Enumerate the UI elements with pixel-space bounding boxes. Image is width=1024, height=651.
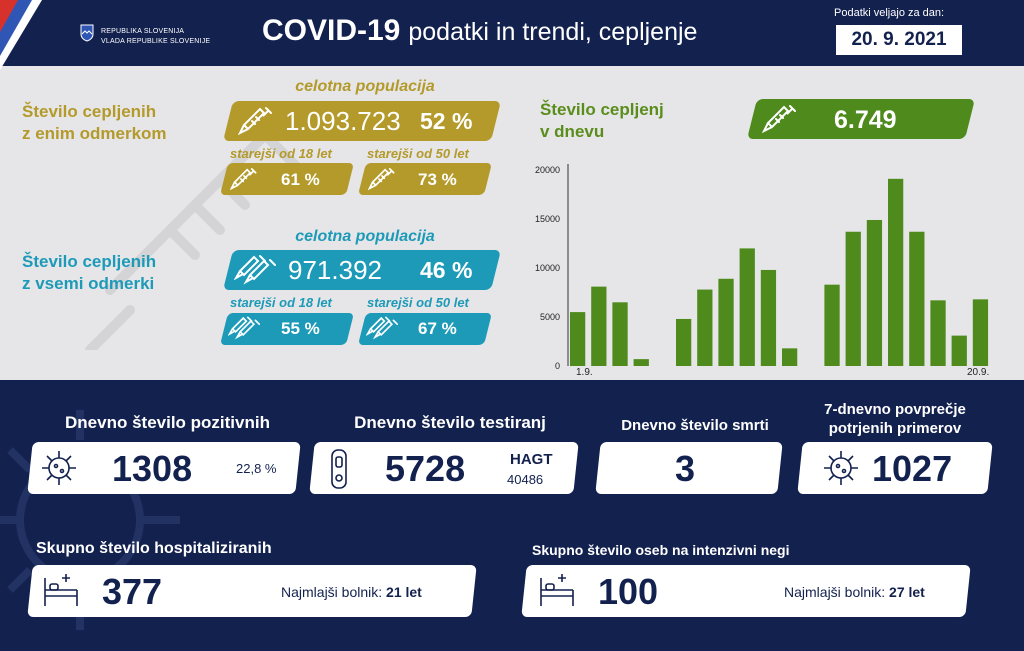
avg-value: 1027 [872, 448, 953, 489]
title-bold: COVID-19 [262, 14, 401, 47]
chart-bar [972, 299, 989, 366]
tests-hagt-label: HAGT [510, 451, 553, 468]
one-dose-age18-label: starejši od 18 let [230, 146, 332, 161]
test-kit-icon [328, 448, 350, 495]
hosp-title: Skupno število hospitaliziranih [36, 540, 272, 557]
one-dose-population-label: celotna populacija [295, 78, 435, 95]
chart-bar [845, 231, 861, 366]
one-dose-age50-label: starejši od 50 let [367, 146, 469, 161]
gov-name-line2: VLADA REPUBLIKE SLOVENIJE [101, 38, 211, 45]
one-dose-total-percent: 52 % [420, 108, 473, 134]
all-doses-age50-label: starejši od 50 let [367, 295, 469, 310]
y-tick-label: 10000 [535, 263, 560, 273]
tests-value: 5728 [385, 448, 466, 489]
chart-bar [909, 231, 925, 366]
syringe-icon [237, 104, 274, 143]
title-rest: podatki in trendi, cepljenje [408, 18, 698, 46]
chart-bar [633, 359, 649, 366]
deaths-value: 3 [675, 448, 696, 489]
page-title: COVID-19 podatki in trendi, cepljenje [262, 14, 697, 48]
y-tick-label: 15000 [535, 214, 560, 224]
chart-bar [676, 318, 692, 366]
all-doses-total-value: 971.392 [288, 255, 382, 285]
date-label: Podatki veljajo za dan: [834, 7, 945, 19]
chart-bar [930, 300, 946, 366]
daily-vaccinations-chart: 0 5000 10000 15000 20000 1.9. 20.9. [535, 164, 989, 378]
double-syringe-icon [227, 314, 261, 347]
daily-value: 6.749 [834, 106, 897, 134]
chart-bar [591, 286, 607, 366]
all-doses-total-percent: 46 % [420, 257, 473, 283]
x-tick-last: 20.9. [967, 367, 989, 378]
chart-bar [951, 335, 967, 366]
y-tick-label: 20000 [535, 165, 560, 175]
one-dose-label-line1: Število cepljenih [22, 102, 157, 121]
all-doses-label-line1: Število cepljenih [22, 252, 157, 271]
icu-title: Skupno število oseb na intenzivni negi [532, 542, 790, 558]
virus-icon [822, 449, 860, 492]
chart-bar [718, 278, 734, 366]
daily-label-line2: v dnevu [540, 122, 605, 141]
virus-icon [40, 449, 78, 492]
hosp-youngest-label: Najmlajši bolnik: [281, 584, 383, 600]
hospital-bed-icon [42, 572, 80, 613]
one-dose-total-value: 1.093.723 [285, 106, 401, 136]
all-doses-age18-label: starejši od 18 let [230, 295, 332, 310]
syringe-icon [229, 165, 258, 198]
icu-youngest-label: Najmlajši bolnik: [784, 584, 886, 600]
positive-title: Dnevno število pozitivnih [65, 413, 270, 432]
chart-bar [824, 284, 840, 366]
positive-percent: 22,8 % [236, 461, 277, 476]
all-doses-label-line2: z vsemi odmerki [22, 274, 155, 293]
one-dose-label-line2: z enim odmerkom [22, 124, 167, 143]
all-doses-age18-percent: 55 % [281, 319, 320, 338]
all-doses-age50-percent: 67 % [418, 319, 457, 338]
hospital-bed-icon [538, 572, 576, 613]
one-dose-age18-percent: 61 % [281, 170, 320, 189]
syringe-icon [367, 165, 396, 198]
chart-bar [866, 219, 883, 366]
chart-bar [570, 312, 586, 366]
one-dose-age50-percent: 73 % [418, 170, 457, 189]
positive-value: 1308 [112, 448, 193, 489]
chart-bar [782, 348, 798, 366]
date-value: 20. 9. 2021 [836, 25, 962, 55]
y-tick-label: 0 [555, 361, 560, 371]
chart-bar [739, 248, 755, 366]
icu-youngest: Najmlajši bolnik: 27 let [784, 584, 925, 600]
tests-hagt-value: 40486 [507, 472, 544, 487]
daily-label-line1: Število cepljenj [540, 100, 664, 119]
chart-bar [888, 178, 904, 366]
tests-title: Dnevno število testiranj [354, 413, 546, 432]
deaths-title: Dnevno število smrti [621, 417, 769, 434]
coat-of-arms-icon [80, 24, 94, 42]
syringe-icon [761, 102, 798, 141]
hosp-youngest-value: 21 let [386, 584, 422, 600]
double-syringe-icon [365, 314, 399, 347]
hosp-value: 377 [102, 571, 163, 612]
double-syringe-icon [233, 252, 276, 293]
icu-youngest-value: 27 let [889, 584, 925, 600]
chart-bar [697, 289, 713, 366]
chart-bar [760, 269, 777, 366]
x-tick-first: 1.9. [576, 367, 593, 378]
chart-bar [612, 302, 628, 366]
avg-title-line2: potrjenih primerov [828, 420, 962, 437]
hosp-youngest: Najmlajši bolnik: 21 let [281, 584, 422, 600]
avg-title-line1: 7-dnevno povprečje [824, 401, 966, 418]
all-doses-population-label: celotna populacija [295, 228, 435, 245]
gov-name-line1: REPUBLIKA SLOVENIJA [101, 28, 185, 35]
flag-corner-red [0, 0, 18, 32]
y-tick-label: 5000 [540, 312, 560, 322]
icu-value: 100 [598, 571, 659, 612]
